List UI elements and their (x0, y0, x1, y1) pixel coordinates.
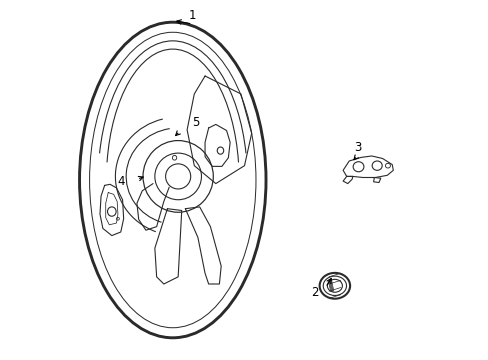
Text: 4: 4 (117, 175, 124, 188)
Text: 1: 1 (188, 9, 196, 22)
Text: 3: 3 (353, 141, 361, 154)
Text: 5: 5 (192, 116, 200, 129)
Text: 2: 2 (310, 287, 318, 300)
